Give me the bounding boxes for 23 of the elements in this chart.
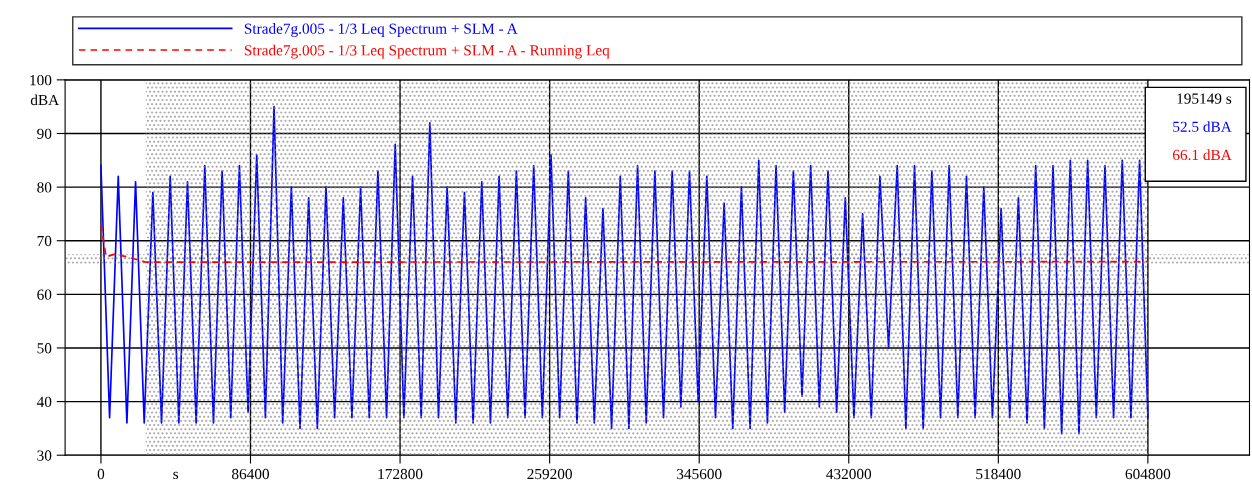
- y-tick-label: 80: [37, 182, 52, 193]
- y-tick-label: 50: [37, 343, 52, 354]
- y-tick-label: 70: [37, 235, 52, 247]
- y-tick-label: 30: [37, 450, 52, 461]
- annotation: 66.1 dBA: [1172, 149, 1232, 161]
- y-tick-label: 60: [37, 289, 52, 300]
- x-axis-title: s: [173, 471, 179, 480]
- x-tick-label: 0: [97, 468, 105, 480]
- y-tick-label: 40: [36, 396, 52, 408]
- x-tick-label: 259200: [527, 468, 572, 480]
- text: Strade7g.005 - 1/3 Leq Spectrum + SLM - A - Running Leq: [244, 44, 610, 59]
- x-tick-label: 518400: [976, 468, 1021, 480]
- annotation: 52.5 dBA: [1173, 121, 1232, 132]
- x-tick-label: 172800: [378, 468, 423, 480]
- text: Strade7g.005 - 1/3 Leq Spectrum + SLM - A: [244, 23, 518, 37]
- x-tick-label: 345600: [677, 468, 722, 480]
- x-tick-label: 86400: [231, 468, 270, 480]
- annotation: 195149 s: [1177, 93, 1232, 104]
- y-tick-label: 90: [37, 128, 52, 139]
- x-tick-label: 604800: [1125, 468, 1171, 480]
- x-tick-label: 432000: [826, 468, 872, 480]
- y-tick-label: 100: [30, 75, 52, 86]
- y-axis-title: dBA: [30, 94, 60, 106]
